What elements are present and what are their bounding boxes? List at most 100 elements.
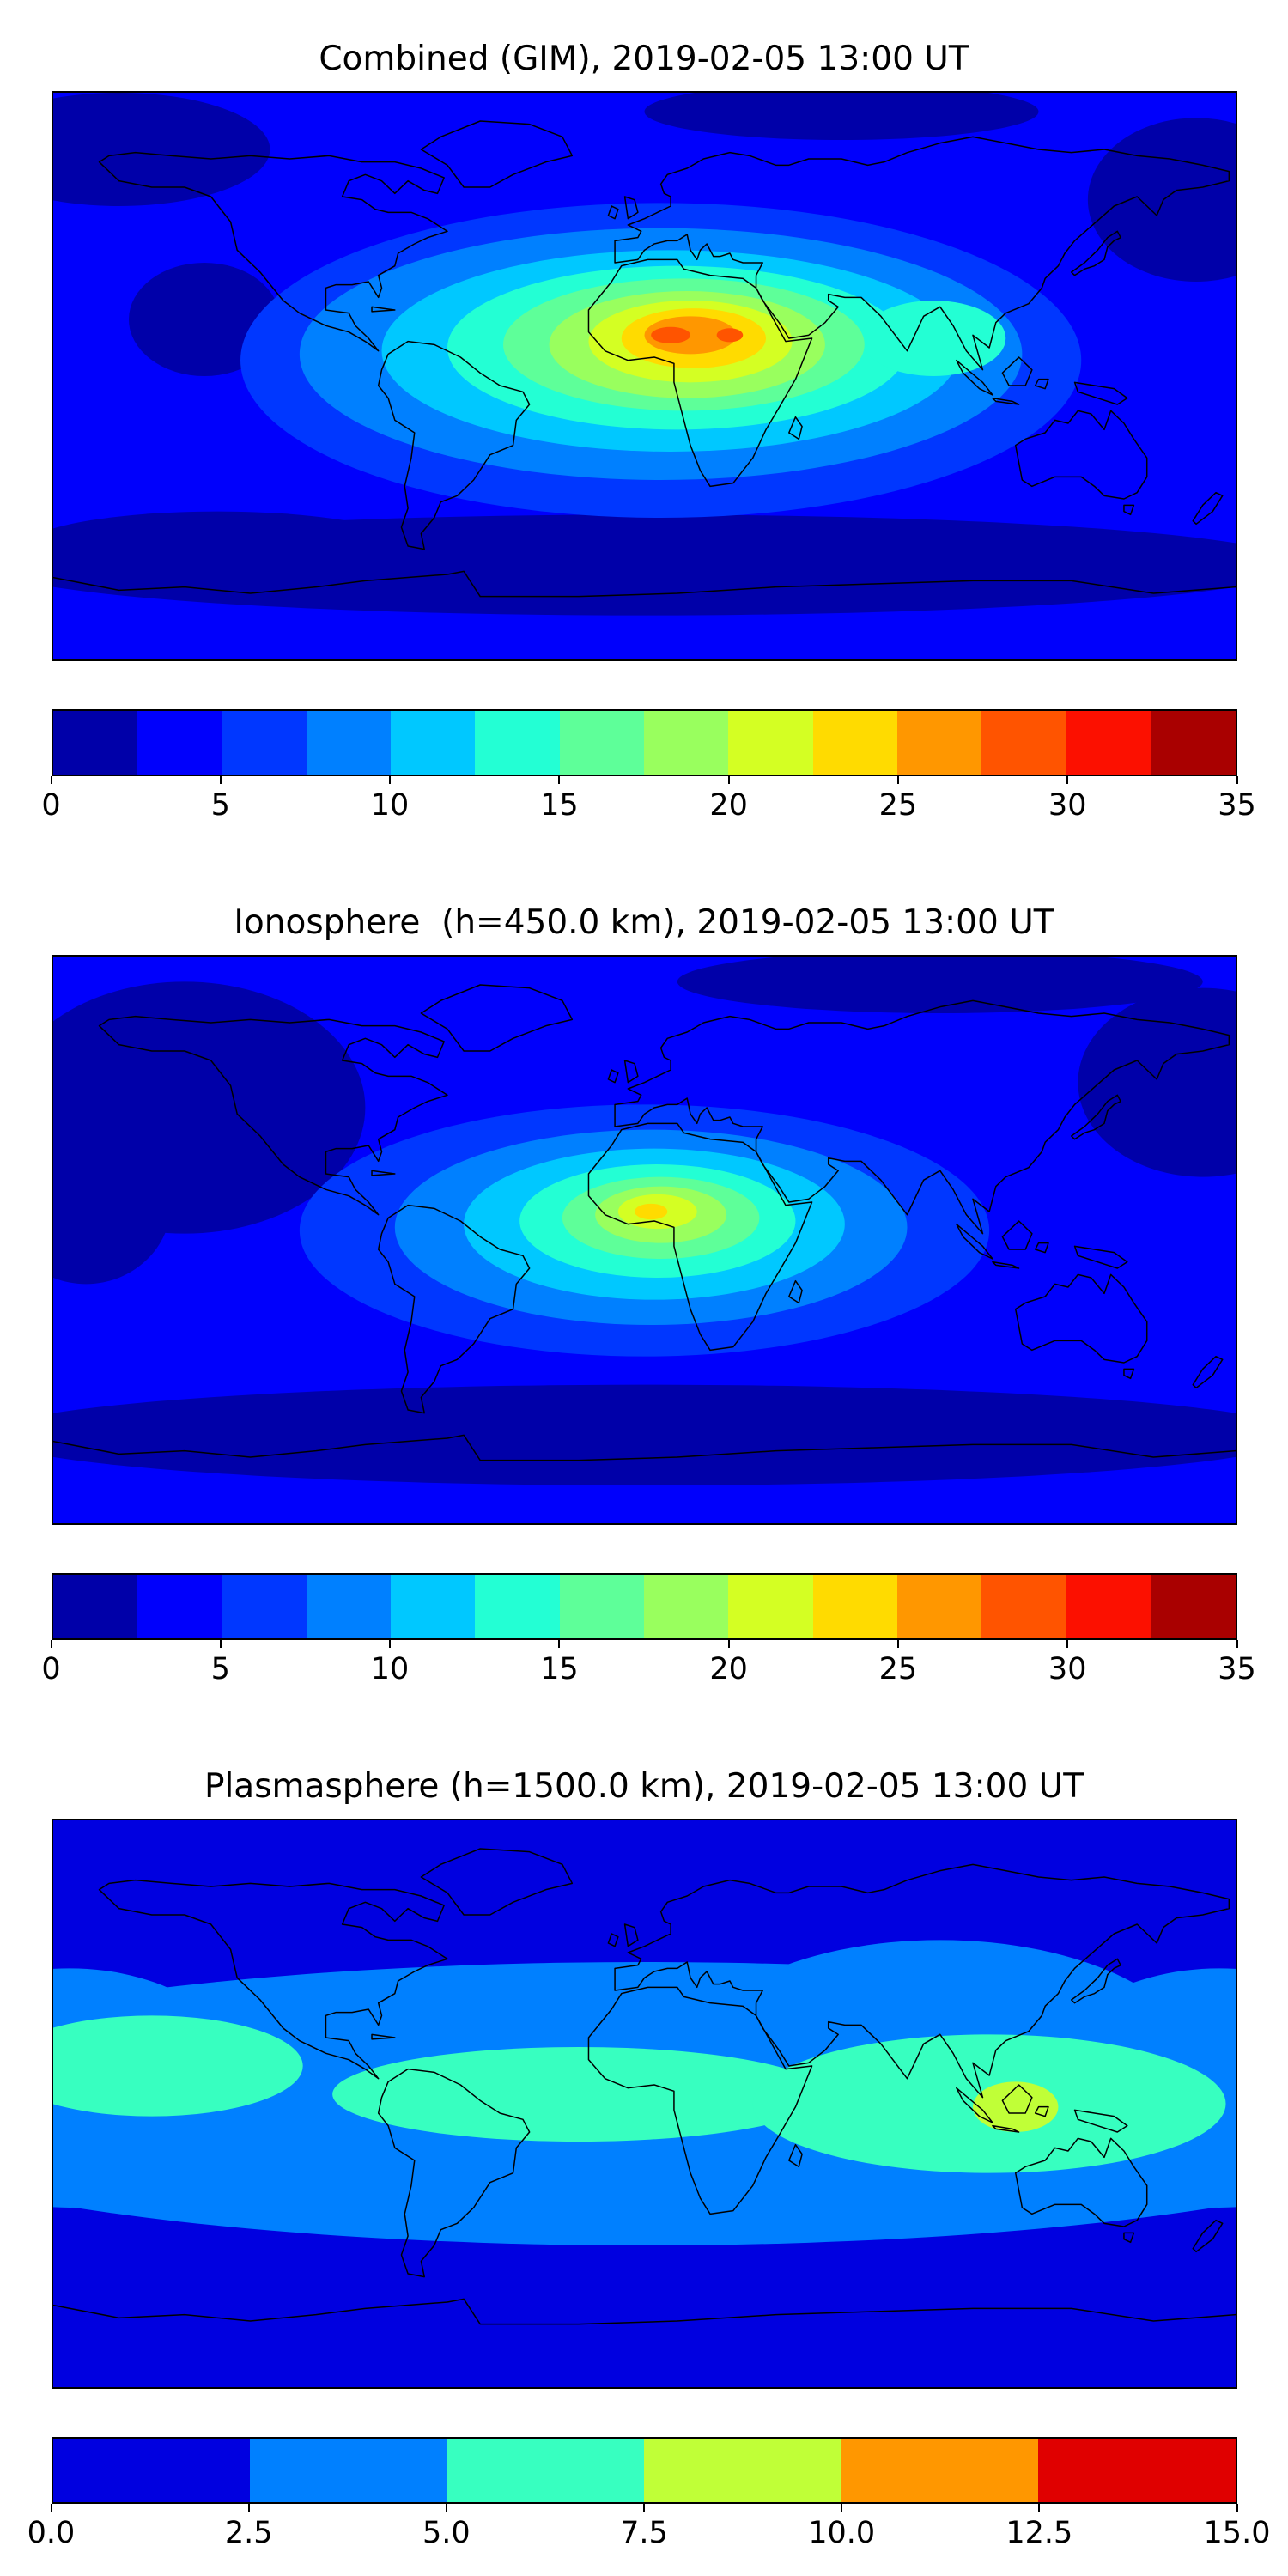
colorbar-tick-mark <box>1066 1640 1069 1648</box>
contour-band <box>634 1203 667 1220</box>
colorbar-tick-mark <box>727 1640 730 1648</box>
panel-title-plasmasphere: Plasmasphere (h=1500.0 km), 2019-02-05 1… <box>204 1767 1084 1806</box>
colorbar-tick-label: 15 <box>540 1652 579 1686</box>
colorbar-segment <box>1151 1575 1236 1638</box>
colorbar-segment <box>644 711 729 775</box>
contour-band <box>716 328 743 343</box>
colorbar-tick-label: 10 <box>370 1652 410 1686</box>
contour-band <box>677 957 1203 1013</box>
contour-band <box>52 624 1236 659</box>
colorbar-tick-mark <box>219 776 222 784</box>
colorbar-tick-label: 0.0 <box>27 2516 76 2550</box>
colorbar-tick-mark <box>219 1640 222 1648</box>
contour-band <box>644 93 1038 140</box>
colorbar-tick-mark <box>1066 776 1069 784</box>
panel-ionosphere: Ionosphere (h=450.0 km), 2019-02-05 13:0… <box>41 903 1256 1695</box>
map-3 <box>51 1819 1237 2389</box>
colorbar-tick-label: 12.5 <box>1005 2516 1073 2550</box>
colorbar-tick-label: 5 <box>210 1652 230 1686</box>
colorbar-segment <box>137 711 222 775</box>
colorbar-segment <box>728 711 813 775</box>
panel-plasmasphere: Plasmasphere (h=1500.0 km), 2019-02-05 1… <box>27 1767 1271 2559</box>
contour-band <box>52 2015 303 2117</box>
colorbar-segment <box>981 711 1066 775</box>
colorbar-segment <box>1066 711 1151 775</box>
contour-band <box>860 301 1005 376</box>
colorbar-tick-mark <box>1236 776 1238 784</box>
colorbar-tick-label: 5 <box>210 788 230 823</box>
colorbar-segment <box>475 711 560 775</box>
colorbar-tick-label: 0 <box>41 788 61 823</box>
colorbar-segment <box>559 711 645 775</box>
colorbar-tick-mark <box>389 776 392 784</box>
contour-band <box>1087 118 1236 282</box>
colorbar-2 <box>51 1573 1237 1640</box>
panel-title-combined: Combined (GIM), 2019-02-05 13:00 UT <box>319 39 969 78</box>
colorbar-tick-label: 30 <box>1048 788 1087 823</box>
colorbar-segment <box>728 1575 813 1638</box>
colorbar-1 <box>51 709 1237 776</box>
colorbar-tick-mark <box>896 1640 899 1648</box>
colorbar-tick-label: 15 <box>540 788 579 823</box>
colorbar-ticks-1: 0 5 10 15 20 25 30 35 <box>41 776 1256 831</box>
colorbar-tick-label: 10 <box>370 788 410 823</box>
map-2 <box>51 955 1237 1525</box>
colorbar-segment <box>52 711 137 775</box>
colorbar-segment <box>841 2439 1038 2502</box>
colorbar-segment <box>897 711 982 775</box>
contour-band <box>52 1120 172 1285</box>
panel-title-ionosphere: Ionosphere (h=450.0 km), 2019-02-05 13:0… <box>234 903 1054 942</box>
colorbar-tick-mark <box>558 1640 561 1648</box>
colorbar-segment <box>475 1575 560 1638</box>
colorbar-tick-mark <box>247 2504 250 2512</box>
colorbar-segment <box>447 2439 644 2502</box>
colorbar-segment <box>306 1575 391 1638</box>
contour-band <box>650 326 690 343</box>
colorbar-segment <box>644 1575 729 1638</box>
colorbar-ticks-2: 0 5 10 15 20 25 30 35 <box>41 1640 1256 1695</box>
colorbar-segment <box>390 711 476 775</box>
colorbar-tick-mark <box>50 2504 52 2512</box>
colorbar-tick-mark <box>727 776 730 784</box>
colorbar-segment <box>306 711 391 775</box>
coastline <box>53 121 1236 597</box>
contour-band <box>52 93 270 206</box>
colorbar-segment <box>812 711 898 775</box>
colorbar-tick-mark <box>389 1640 392 1648</box>
colorbar-segment <box>222 1575 307 1638</box>
colorbar-tick-label: 35 <box>1218 788 1256 823</box>
colorbar-tick-label: 35 <box>1218 1652 1256 1686</box>
colorbar-tick-mark <box>841 2504 843 2512</box>
colorbar-tick-label: 10.0 <box>808 2516 876 2550</box>
contour-band <box>1077 987 1236 1177</box>
colorbar-tick-mark <box>50 1640 52 1648</box>
colorbar-tick-mark <box>896 776 899 784</box>
contour-band <box>331 2047 825 2142</box>
colorbar-segment <box>981 1575 1066 1638</box>
colorbar-tick-label: 15.0 <box>1203 2516 1271 2550</box>
contour-band <box>52 511 415 587</box>
colorbar-tick-mark <box>558 776 561 784</box>
colorbar-tick-label: 20 <box>709 788 748 823</box>
contour-band <box>52 1492 1236 1523</box>
colorbar-tick-mark <box>1236 1640 1238 1648</box>
colorbar-tick-mark <box>643 2504 645 2512</box>
colorbar-segment <box>812 1575 898 1638</box>
colorbar-3 <box>51 2437 1237 2504</box>
panel-combined: Combined (GIM), 2019-02-05 13:00 UT 0 5 10… <box>41 0 1256 831</box>
coastline <box>53 985 1236 1461</box>
colorbar-segment <box>897 1575 982 1638</box>
colorbar-segment <box>390 1575 476 1638</box>
colorbar-segment <box>52 2439 250 2502</box>
coastline <box>53 1849 1236 2324</box>
contour-band <box>972 2081 1058 2132</box>
colorbar-ticks-3: 0.0 2.5 5.0 7.5 10.0 12.5 15.0 <box>27 2504 1270 2559</box>
colorbar-segment <box>559 1575 645 1638</box>
colorbar-tick-mark <box>1236 2504 1238 2512</box>
map-1 <box>51 91 1237 661</box>
colorbar-tick-mark <box>445 2504 447 2512</box>
colorbar-tick-label: 2.5 <box>224 2516 273 2550</box>
colorbar-segment <box>644 2439 841 2502</box>
colorbar-tick-label: 30 <box>1048 1652 1087 1686</box>
